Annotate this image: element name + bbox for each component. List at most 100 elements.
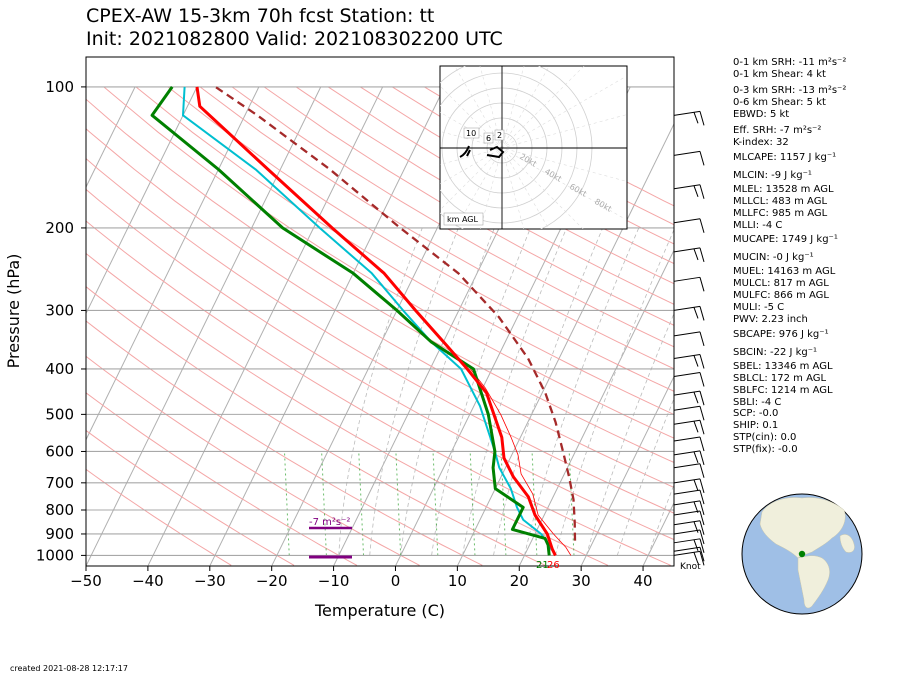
plot-frame bbox=[85, 56, 675, 567]
index-line: Eff. SRH: -7 m²s⁻² bbox=[733, 125, 822, 136]
isotherm-line bbox=[86, 86, 136, 189]
index-line: MUEL: 14163 m AGL bbox=[733, 266, 836, 277]
chart-title-line1: CPEX-AW 15-3km 70h fcst Station: tt bbox=[86, 5, 435, 27]
profile-td bbox=[150, 86, 551, 556]
dry-adiabat bbox=[86, 355, 420, 566]
profile-tv bbox=[182, 86, 553, 551]
index-line: SBLI: -4 C bbox=[733, 397, 782, 408]
wind-barb bbox=[673, 150, 705, 166]
hodograph-km-box bbox=[494, 129, 505, 141]
isotherm-line bbox=[457, 122, 674, 566]
moist-adiabat bbox=[338, 227, 423, 556]
moist-adiabat bbox=[524, 227, 640, 556]
x-tick-label: −50 bbox=[70, 572, 102, 590]
hodograph-trace-upper bbox=[459, 145, 471, 158]
index-line: SBLCL: 172 m AGL bbox=[733, 373, 827, 384]
isotherm-line bbox=[209, 86, 445, 566]
x-axis-label: Temperature (C) bbox=[314, 601, 445, 620]
index-line: STP(cin): 0.0 bbox=[733, 432, 797, 443]
dry-adiabat bbox=[103, 86, 674, 439]
wind-barbs: Knot bbox=[673, 110, 705, 572]
profile-lines bbox=[150, 85, 577, 557]
y-tick-label: 300 bbox=[45, 301, 74, 319]
y-tick-label: 200 bbox=[45, 219, 74, 237]
moist-adiabat bbox=[369, 227, 459, 556]
index-line: 0-1 km Shear: 4 kt bbox=[733, 69, 826, 80]
moist-adiabat bbox=[616, 397, 674, 556]
dry-adiabat bbox=[167, 86, 674, 392]
x-tick-label: 20 bbox=[510, 572, 529, 590]
wind-barb bbox=[673, 450, 705, 465]
hodograph-legend-box bbox=[443, 212, 484, 226]
dry-adiabat bbox=[199, 86, 674, 370]
profile-parcel bbox=[214, 85, 577, 541]
index-line: STP(fix): -0.0 bbox=[733, 444, 798, 455]
index-line: MLLCL: 483 m AGL bbox=[733, 196, 828, 207]
dry-adiabat bbox=[86, 468, 232, 566]
moist-adiabat bbox=[586, 312, 674, 556]
y-tick-label: 500 bbox=[45, 405, 74, 423]
index-line: MLLFC: 985 m AGL bbox=[733, 208, 828, 219]
hodograph-trace-lower bbox=[486, 145, 505, 159]
index-line: MULI: -5 C bbox=[733, 302, 785, 313]
dry-adiabat bbox=[86, 286, 546, 566]
hodograph-legend: km AGL bbox=[447, 215, 479, 224]
index-line: EBWD: 5 kt bbox=[733, 109, 790, 120]
index-line: 0-3 km SRH: -13 m²s⁻² bbox=[733, 85, 847, 96]
index-line: SBEL: 13346 m AGL bbox=[733, 361, 833, 372]
hodograph-km-label: 2 bbox=[497, 131, 502, 140]
index-line: 0-6 km Shear: 5 kt bbox=[733, 97, 826, 108]
mixing-ratio-line bbox=[469, 451, 476, 556]
mixing-ratio-line bbox=[432, 451, 439, 556]
surface-temperature-label: 26 bbox=[547, 560, 560, 571]
index-line: MLLI: -4 C bbox=[733, 220, 783, 231]
globe-location-map bbox=[741, 493, 863, 615]
wind-barb bbox=[673, 510, 705, 526]
isotherm-line bbox=[147, 86, 384, 566]
y-tick-label: 700 bbox=[45, 474, 74, 492]
index-line: MUCAPE: 1749 J kg⁻¹ bbox=[733, 234, 838, 245]
chart-title-line2: Init: 2021082800 Valid: 202108302200 UTC bbox=[86, 28, 503, 50]
wind-barb bbox=[673, 405, 705, 421]
y-tick-label: 400 bbox=[45, 360, 74, 378]
isotherm-line bbox=[581, 375, 674, 566]
knot-label: Knot bbox=[680, 562, 701, 572]
wind-barb bbox=[673, 529, 705, 545]
profile-t bbox=[195, 86, 557, 557]
wind-barb bbox=[673, 550, 705, 566]
x-tick-label: −20 bbox=[256, 572, 288, 590]
dry-adiabat bbox=[86, 220, 671, 566]
index-line: PWV: 2.23 inch bbox=[733, 314, 808, 325]
surface-dewpoint-label: 21 bbox=[536, 560, 549, 571]
wind-barb bbox=[673, 463, 705, 478]
index-line: MLEL: 13528 m AGL bbox=[733, 184, 834, 195]
isotherm-line bbox=[86, 86, 322, 566]
index-line: MUCIN: -0 J kg⁻¹ bbox=[733, 252, 814, 263]
x-tick-label: −30 bbox=[194, 572, 226, 590]
dry-adiabat bbox=[86, 98, 674, 464]
mixing-ratio-line bbox=[358, 451, 365, 556]
wind-barb bbox=[673, 489, 705, 505]
wind-barb bbox=[673, 478, 705, 493]
isotherm-line bbox=[86, 86, 198, 315]
hodograph-km-label: 10 bbox=[466, 129, 476, 138]
wind-barb bbox=[673, 276, 705, 292]
dry-adiabat bbox=[263, 86, 674, 326]
isotherm-line bbox=[86, 86, 260, 441]
dry-adiabat bbox=[86, 128, 674, 489]
created-timestamp: created 2021-08-28 12:17:17 bbox=[10, 664, 128, 673]
x-tick-label: 0 bbox=[391, 572, 401, 590]
moist-adiabat bbox=[647, 483, 674, 556]
index-line: SBCAPE: 976 J kg⁻¹ bbox=[733, 329, 829, 340]
mixing-ratio-line bbox=[531, 451, 538, 556]
x-tick-label: −10 bbox=[318, 572, 350, 590]
hodograph-km-box bbox=[483, 132, 494, 144]
dry-adiabat bbox=[86, 188, 674, 541]
y-axis-label: Pressure (hPa) bbox=[4, 254, 23, 369]
index-line: SHIP: 0.1 bbox=[733, 420, 779, 431]
index-line: MLCAPE: 1157 J kg⁻¹ bbox=[733, 152, 837, 163]
dry-adiabat bbox=[135, 86, 674, 416]
y-tick-label: 900 bbox=[45, 525, 74, 543]
